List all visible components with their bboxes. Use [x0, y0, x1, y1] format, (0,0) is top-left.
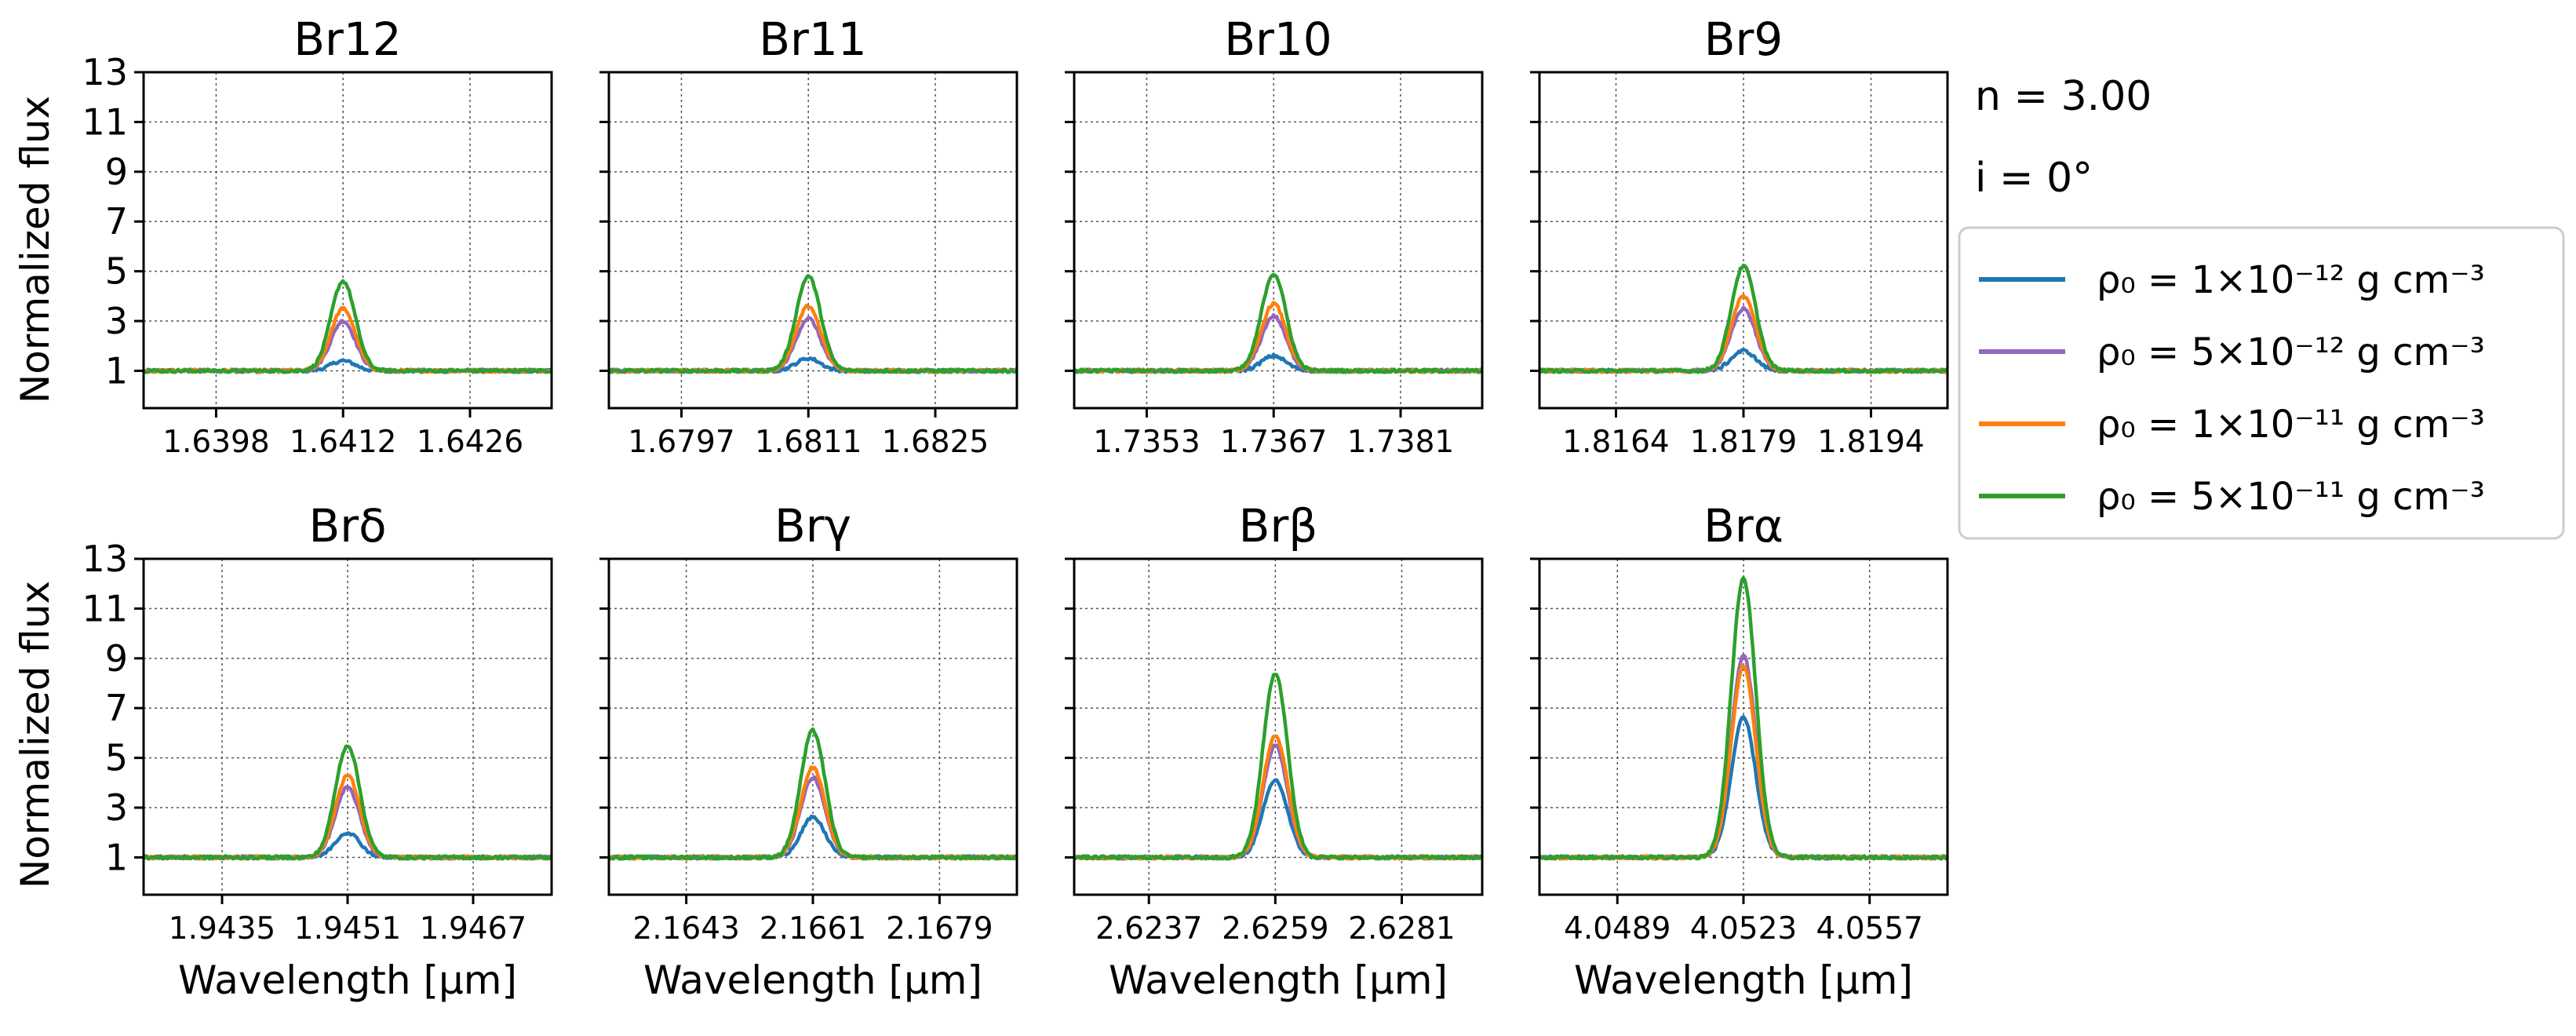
series-line: [1073, 734, 1484, 861]
x-tick-label: 2.6237: [1095, 911, 1202, 947]
axes-frame: [1073, 557, 1484, 896]
series-line: [143, 279, 553, 374]
x-axis-label: Wavelength [μm]: [178, 958, 517, 1003]
panel-title: Br10: [1224, 13, 1332, 66]
y-tick-label: 7: [105, 200, 128, 243]
panel-2: Br11 1.6797 1.6811 1.6825: [599, 13, 1018, 460]
axes-frame: [607, 71, 1018, 410]
panel-4: Br9 1.8164 1.8179 1.8194: [1530, 13, 1949, 460]
x-tick-label: 1.9435: [169, 911, 275, 947]
ylabel-bottom-row: Normalized flux: [13, 581, 58, 888]
x-tick-label: 1.6398: [162, 425, 269, 460]
x-tick-label: 1.7353: [1093, 425, 1200, 460]
panel-7: Brβ 2.6237 2.6259 2.6281 Wavelength [μm]: [1065, 499, 1484, 1003]
ylabel-top-row: Normalized flux: [13, 96, 58, 403]
y-tick-label: 7: [105, 687, 128, 729]
x-tick-label: 2.1661: [760, 911, 866, 947]
y-tick-label: 1: [105, 349, 128, 392]
axes-frame: [607, 557, 1018, 896]
panel-8: Brα 4.0489 4.0523 4.0557 Wavelength [μm]: [1530, 499, 1949, 1003]
x-tick-label: 2.1679: [886, 911, 993, 947]
x-tick-label: 1.8179: [1690, 425, 1797, 460]
x-tick-label: 2.1643: [632, 911, 739, 947]
legend-label: ρ₀ = 1×10⁻¹¹ g cm⁻³: [2097, 403, 2485, 447]
y-tick-label: 5: [105, 250, 128, 293]
series-line: [1538, 263, 1948, 374]
series-line: [1539, 715, 1948, 861]
panel-title: Brγ: [774, 499, 851, 553]
panel-title: Brδ: [308, 499, 386, 553]
y-tick-label: 13: [82, 538, 128, 580]
panel-title: Brβ: [1239, 499, 1318, 553]
x-tick-label: 1.9467: [420, 911, 526, 947]
legend: ρ₀ = 1×10⁻¹² g cm⁻³ ρ₀ = 5×10⁻¹² g cm⁻³ ρ₀…: [1958, 226, 2565, 540]
x-axis-label: Wavelength [μm]: [1109, 958, 1448, 1003]
panel-title: Brα: [1703, 499, 1784, 553]
series-line: [1073, 673, 1484, 861]
x-tick-label: 1.6811: [755, 425, 862, 460]
x-tick-label: 1.6412: [290, 425, 396, 460]
series-line: [608, 316, 1018, 374]
x-tick-label: 1.7367: [1220, 425, 1327, 460]
legend-label: ρ₀ = 5×10⁻¹¹ g cm⁻³: [2097, 475, 2485, 519]
x-tick-label: 4.0489: [1564, 911, 1671, 947]
y-tick-label: 3: [105, 300, 128, 342]
x-axis-label: Wavelength [μm]: [643, 958, 982, 1003]
legend-frame: [1958, 226, 2565, 540]
axes-frame: [1538, 71, 1949, 410]
y-axis-labels: Normalized flux Normalized flux: [13, 96, 58, 888]
x-tick-label: 4.0523: [1690, 911, 1797, 947]
series-line: [1073, 743, 1484, 861]
y-tick-label: 11: [82, 587, 128, 629]
axes-frame: [1538, 557, 1949, 896]
panel-title: Br12: [293, 13, 401, 66]
y-tick-label: 5: [105, 737, 128, 779]
panel-title: Br9: [1704, 13, 1784, 66]
legend-label: ρ₀ = 5×10⁻¹² g cm⁻³: [2097, 330, 2485, 374]
x-tick-label: 1.6825: [882, 425, 989, 460]
series-line: [1073, 312, 1483, 374]
axes-frame: [142, 557, 553, 896]
series-line: [607, 303, 1018, 374]
panel-6: Brγ 2.1643 2.1661 2.1679 Wavelength [μm]: [599, 499, 1018, 1003]
series-line: [1073, 778, 1484, 861]
legend-label: ρ₀ = 1×10⁻¹² g cm⁻³: [2097, 258, 2485, 302]
series-line: [1538, 575, 1949, 861]
x-tick-label: 1.6426: [417, 425, 523, 460]
series-line: [1539, 305, 1949, 374]
x-tick-label: 1.6797: [628, 425, 734, 460]
axes-frame: [142, 71, 553, 410]
y-tick-label: 9: [105, 151, 128, 193]
x-tick-label: 1.9451: [294, 911, 401, 947]
series-line: [1073, 272, 1484, 374]
y-tick-label: 3: [105, 786, 128, 829]
y-tick-label: 1: [105, 836, 128, 878]
x-tick-label: 1.7381: [1347, 425, 1454, 460]
x-tick-label: 4.0557: [1816, 911, 1922, 947]
series-line: [143, 744, 553, 861]
x-tick-label: 2.6259: [1222, 911, 1328, 947]
y-tick-label: 11: [82, 100, 128, 143]
panel-3: Br10 1.7353 1.7367 1.7381: [1065, 13, 1484, 460]
inclination-annotation: i = 0°: [1975, 155, 2093, 202]
panel-title: Br11: [759, 13, 866, 66]
y-tick-label: 9: [105, 637, 128, 680]
x-axis-label: Wavelength [μm]: [1574, 958, 1913, 1003]
x-tick-label: 2.6281: [1348, 911, 1455, 947]
axes-frame: [1073, 71, 1484, 410]
series-line: [608, 274, 1018, 374]
x-tick-label: 1.8164: [1562, 425, 1669, 460]
density-index-annotation: n = 3.00: [1975, 73, 2152, 120]
x-tick-label: 1.8194: [1817, 425, 1924, 460]
y-tick-label: 13: [82, 51, 128, 93]
annotations: n = 3.00 i = 0°: [1975, 73, 2152, 202]
series-line: [143, 319, 553, 374]
series-line: [607, 727, 1018, 861]
series-line: [1073, 301, 1483, 374]
